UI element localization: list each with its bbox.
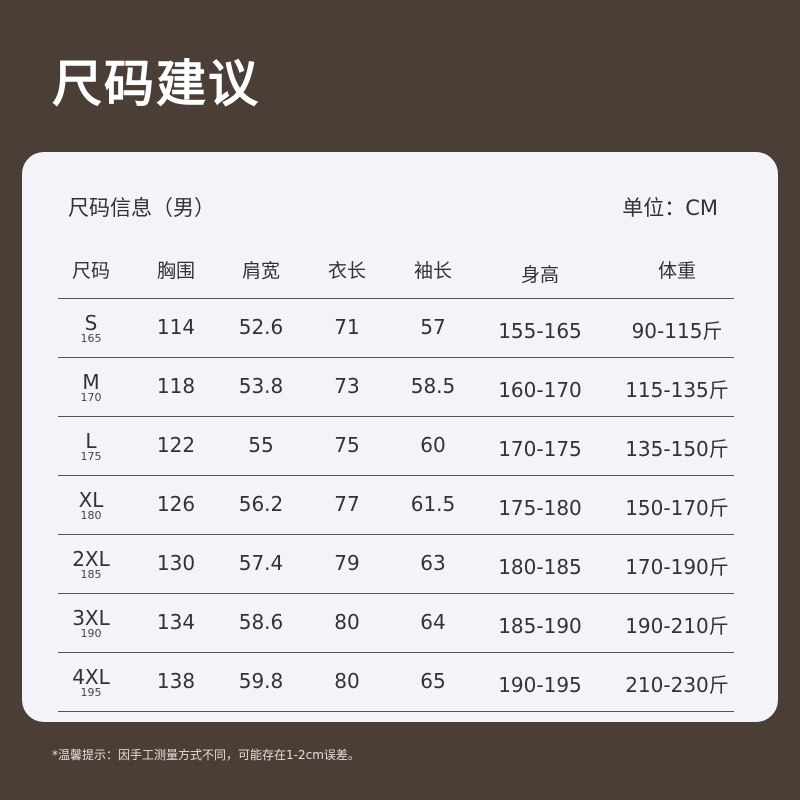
height-cell: 185-190 — [498, 614, 582, 638]
length-cell: 71 — [334, 315, 360, 339]
header-size: 尺码 — [71, 260, 111, 282]
size-cell: XL 180 — [79, 490, 104, 522]
length-cell: 79 — [334, 551, 360, 575]
header-length: 衣长 — [327, 260, 367, 282]
sleeve-cell: 58.5 — [410, 374, 456, 398]
chest-cell: 134 — [156, 610, 196, 634]
sleeve-cell: 63 — [420, 551, 446, 575]
height-cell: 155-165 — [498, 319, 582, 343]
shoulder-cell: 57.4 — [238, 551, 284, 575]
shoulder-cell: 59.8 — [238, 669, 284, 693]
header-sleeve: 袖长 — [413, 260, 453, 282]
size-ref-height: 190 — [80, 627, 102, 640]
height-cell: 180-185 — [498, 555, 582, 579]
table-row: 2XL 185 130 57.4 79 63 180-185 170-190斤 — [58, 534, 734, 594]
size-label: 2XL — [72, 547, 110, 571]
table-row: 3XL 190 134 58.6 80 64 185-190 190-210斤 — [58, 593, 734, 653]
height-cell: 175-180 — [498, 496, 582, 520]
size-ref-height: 185 — [80, 568, 102, 581]
size-cell: 3XL 190 — [72, 608, 110, 640]
header-chest: 胸围 — [156, 260, 196, 282]
height-cell: 160-170 — [498, 378, 582, 402]
shoulder-cell: 55 — [248, 433, 274, 457]
sleeve-cell: 65 — [420, 669, 446, 693]
sleeve-cell: 57 — [420, 315, 446, 339]
shoulder-cell: 53.8 — [238, 374, 284, 398]
table-row: 4XL 195 138 59.8 80 65 190-195 210-230斤 — [58, 652, 734, 712]
weight-cell: 170-190斤 — [625, 555, 729, 579]
weight-cell: 135-150斤 — [625, 437, 729, 461]
weight-cell: 190-210斤 — [625, 614, 729, 638]
size-label: XL — [78, 488, 104, 512]
length-cell: 73 — [334, 374, 360, 398]
size-cell: M 170 — [81, 372, 102, 404]
length-cell: 77 — [334, 492, 360, 516]
size-ref-height: 175 — [80, 450, 102, 463]
sleeve-cell: 60 — [420, 433, 446, 457]
height-cell: 190-195 — [498, 673, 582, 697]
unit-label: 单位：CM — [622, 196, 718, 220]
weight-cell: 115-135斤 — [625, 378, 729, 402]
chest-cell: 130 — [156, 551, 196, 575]
sleeve-cell: 64 — [420, 610, 446, 634]
header-height: 身高 — [520, 264, 560, 286]
info-label: 尺码信息（男） — [68, 196, 215, 220]
header-shoulder: 肩宽 — [241, 260, 281, 282]
weight-cell: 90-115斤 — [631, 319, 723, 343]
size-label: S — [84, 311, 98, 335]
size-cell: L 175 — [81, 431, 102, 463]
chest-cell: 126 — [156, 492, 196, 516]
size-label: M — [82, 370, 100, 394]
size-cell: 2XL 185 — [72, 549, 110, 581]
size-ref-height: 180 — [80, 509, 102, 522]
chest-cell: 118 — [156, 374, 196, 398]
shoulder-cell: 52.6 — [238, 315, 284, 339]
table-bottom-border — [58, 711, 734, 712]
table-row: M 170 118 53.8 73 58.5 160-170 115-135斤 — [58, 357, 734, 417]
size-label: 4XL — [72, 665, 110, 689]
length-cell: 80 — [334, 669, 360, 693]
size-label: 3XL — [72, 606, 110, 630]
sleeve-cell: 61.5 — [410, 492, 456, 516]
size-label: L — [85, 429, 97, 453]
size-ref-height: 195 — [80, 686, 102, 699]
footnote: *温馨提示：因手工测量方式不同，可能存在1-2cm误差。 — [52, 748, 360, 762]
shoulder-cell: 58.6 — [238, 610, 284, 634]
length-cell: 75 — [334, 433, 360, 457]
length-cell: 80 — [334, 610, 360, 634]
weight-cell: 210-230斤 — [625, 673, 729, 697]
size-chart-card: 尺码信息（男） 单位：CM 尺码 胸围 肩宽 衣长 袖长 身高 体重 S 165 1… — [22, 152, 778, 722]
height-cell: 170-175 — [498, 437, 582, 461]
weight-cell: 150-170斤 — [625, 496, 729, 520]
table-row: XL 180 126 56.2 77 61.5 175-180 150-170斤 — [58, 475, 734, 535]
chest-cell: 114 — [156, 315, 196, 339]
size-cell: 4XL 195 — [72, 667, 110, 699]
size-ref-height: 170 — [80, 391, 102, 404]
table-row: S 165 114 52.6 71 57 155-165 90-115斤 — [58, 298, 734, 358]
size-cell: S 165 — [81, 313, 102, 345]
page-title: 尺码建议 — [52, 55, 260, 113]
table-row: L 175 122 55 75 60 170-175 135-150斤 — [58, 416, 734, 476]
header-weight: 体重 — [657, 260, 697, 282]
shoulder-cell: 56.2 — [238, 492, 284, 516]
size-ref-height: 165 — [80, 332, 102, 345]
chest-cell: 122 — [156, 433, 196, 457]
chest-cell: 138 — [156, 669, 196, 693]
